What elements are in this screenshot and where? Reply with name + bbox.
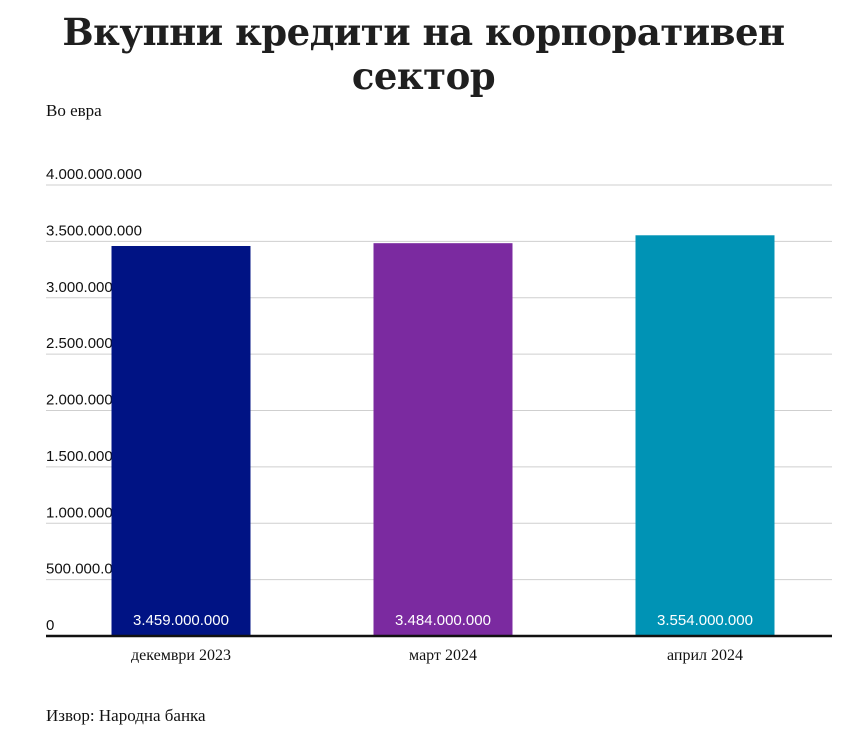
x-tick-label: март 2024 <box>409 647 477 664</box>
data-label: 3.484.000.000 <box>395 612 491 629</box>
bar <box>635 235 775 636</box>
data-label: 3.554.000.000 <box>657 612 753 629</box>
bar <box>111 245 251 637</box>
x-tick-label: април 2024 <box>667 647 743 664</box>
y-tick-label: 0 <box>46 617 54 634</box>
data-label: 3.459.000.000 <box>133 612 229 629</box>
y-tick-label: 3.500.000.000 <box>46 222 142 239</box>
y-tick-label: 500.000.000 <box>46 561 129 578</box>
source-note: Извор: Народна банка <box>46 706 206 725</box>
unit-label: Во евра <box>46 101 102 120</box>
y-tick-label: 4.000.000.000 <box>46 166 142 183</box>
bar <box>373 243 513 636</box>
chart-title: Вкупни кредити на корпоративен сектор <box>62 10 785 98</box>
x-tick-label: декември 2023 <box>131 647 231 664</box>
